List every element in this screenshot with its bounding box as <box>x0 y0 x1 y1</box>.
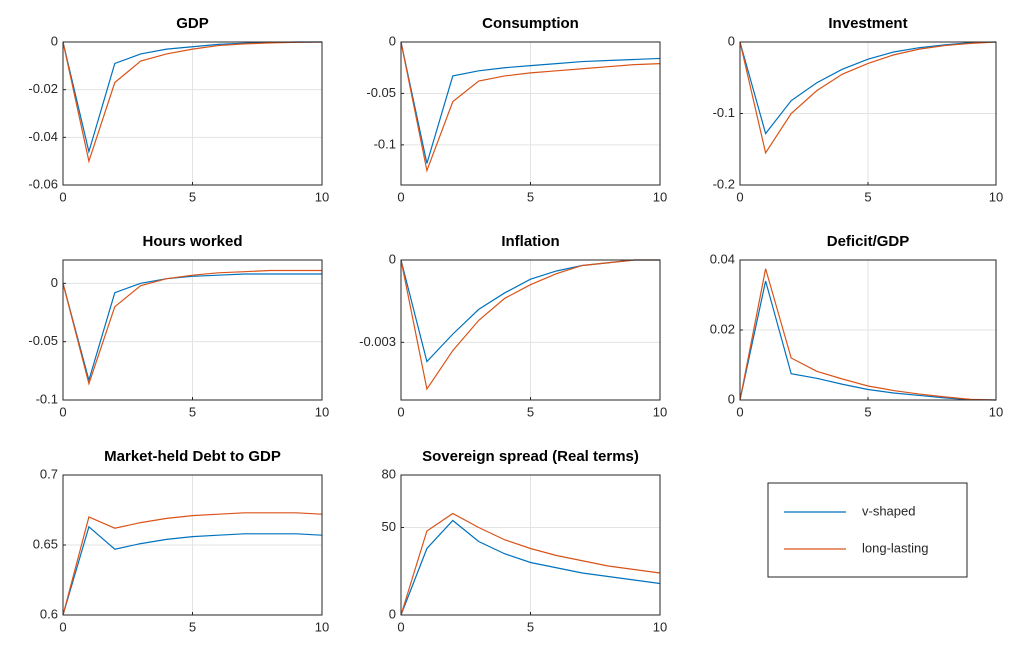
x-tick-label: 5 <box>527 189 534 204</box>
y-tick-label: -0.05 <box>28 333 58 348</box>
x-tick-label: 10 <box>653 404 667 419</box>
series-line <box>400 512 661 616</box>
x-tick-label: 10 <box>315 189 329 204</box>
axes-box <box>62 41 323 186</box>
y-tick-label: 80 <box>382 466 396 481</box>
y-tick-label: -0.02 <box>28 81 58 96</box>
legend-label: v-shaped <box>862 503 915 518</box>
x-tick-label: 0 <box>59 404 66 419</box>
x-tick-label: 5 <box>189 189 196 204</box>
series-line <box>62 525 323 616</box>
x-tick-label: 10 <box>653 619 667 634</box>
chart-title: Sovereign spread (Real terms) <box>422 448 639 465</box>
y-tick-label: 0.7 <box>40 466 58 481</box>
x-tick-label: 0 <box>59 619 66 634</box>
x-tick-label: 0 <box>397 404 404 419</box>
y-tick-label: 0.65 <box>33 536 58 551</box>
x-tick-label: 10 <box>989 404 1003 419</box>
y-tick-label: -0.1 <box>713 105 735 120</box>
chart-title: Investment <box>828 15 907 32</box>
axes-box <box>400 41 661 186</box>
series-line <box>400 259 660 391</box>
x-tick-label: 0 <box>59 189 66 204</box>
x-tick-label: 10 <box>315 619 329 634</box>
x-tick-label: 5 <box>189 404 196 419</box>
series-line <box>739 280 997 401</box>
x-tick-label: 10 <box>315 404 329 419</box>
chart-title: Inflation <box>501 233 559 250</box>
chart-title: GDP <box>176 15 209 32</box>
series-line <box>739 41 997 155</box>
y-tick-label: 0.02 <box>710 321 735 336</box>
y-tick-label: 0 <box>389 606 396 621</box>
y-tick-label: 0 <box>389 251 396 266</box>
chart-title: Hours worked <box>142 233 242 250</box>
series-line <box>62 41 323 164</box>
y-tick-label: 0.04 <box>710 251 735 266</box>
chart-title: Deficit/GDP <box>827 233 910 250</box>
axes-box <box>400 474 661 616</box>
x-tick-label: 5 <box>527 404 534 419</box>
legend-box <box>767 482 968 578</box>
x-tick-label: 5 <box>189 619 196 634</box>
y-tick-label: 0 <box>51 275 58 290</box>
y-tick-label: 50 <box>382 519 396 534</box>
x-tick-label: 0 <box>736 189 743 204</box>
axes-box <box>739 259 997 401</box>
legend-label: long-lasting <box>862 540 929 555</box>
chart-title: Consumption <box>482 15 579 32</box>
x-tick-label: 10 <box>989 189 1003 204</box>
chart-title: Market-held Debt to GDP <box>104 448 281 465</box>
y-tick-label: -0.1 <box>374 136 396 151</box>
axes-box <box>62 474 323 616</box>
series-line <box>400 41 661 173</box>
series-line <box>400 41 661 164</box>
y-tick-label: -0.1 <box>36 391 58 406</box>
x-tick-label: 0 <box>397 619 404 634</box>
x-tick-label: 5 <box>864 189 871 204</box>
series-line <box>62 269 322 386</box>
series-line <box>62 273 322 383</box>
x-tick-label: 10 <box>653 189 667 204</box>
y-tick-label: -0.06 <box>28 176 58 191</box>
x-tick-label: 0 <box>736 404 743 419</box>
y-tick-label: 0 <box>51 33 58 48</box>
y-tick-label: 0 <box>728 33 735 48</box>
series-line <box>739 268 997 401</box>
axes-box <box>62 259 323 401</box>
axes-box <box>400 259 661 401</box>
series-line <box>400 519 661 616</box>
x-tick-label: 5 <box>864 404 871 419</box>
series-line <box>739 41 997 135</box>
y-tick-label: 0 <box>728 391 735 406</box>
axes-box <box>739 41 997 186</box>
y-tick-label: 0 <box>389 33 396 48</box>
x-tick-label: 5 <box>527 619 534 634</box>
y-tick-label: -0.04 <box>28 129 58 144</box>
x-tick-label: 0 <box>397 189 404 204</box>
y-tick-label: -0.2 <box>713 176 735 191</box>
y-tick-label: -0.003 <box>359 334 396 349</box>
y-tick-label: -0.05 <box>366 85 396 100</box>
series-line <box>62 512 323 616</box>
y-tick-label: 0.6 <box>40 606 58 621</box>
